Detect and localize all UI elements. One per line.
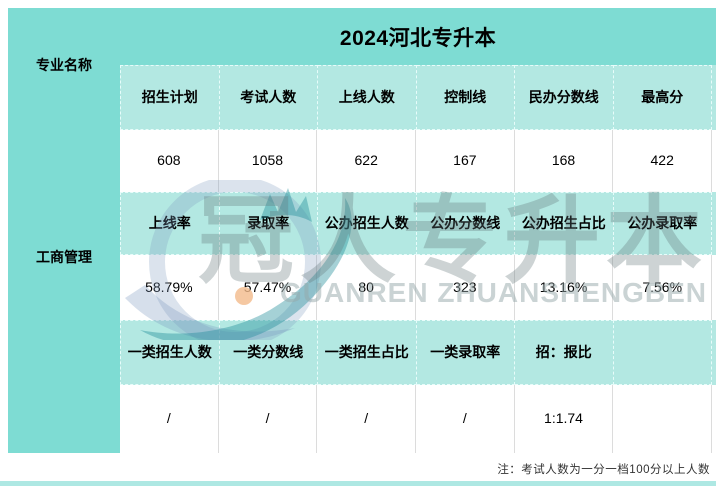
table-cell: 608: [120, 130, 219, 192]
value-row-3: / / / / 1:1.74: [120, 385, 716, 453]
column-header: 公办录取率: [613, 192, 712, 255]
header-row-3: 一类招生人数 一类分数线 一类招生占比 一类录取率 招：报比: [120, 320, 716, 385]
column-header: [613, 320, 712, 385]
table-cell: /: [219, 385, 318, 453]
column-header: 录取率: [219, 192, 318, 255]
major-name-header: 专业名称: [36, 57, 92, 73]
table-cell: 80: [317, 255, 417, 320]
table-cell: [613, 385, 713, 453]
column-header: 一类分数线: [219, 320, 318, 385]
table-title: 2024河北专升本: [120, 8, 716, 65]
major-stats-table: 专业名称 工商管理 2024河北专升本 招生计划 考试人数 上线人数 控制线 民…: [8, 8, 716, 453]
column-header: 控制线: [416, 65, 515, 130]
column-header: 上线人数: [318, 65, 417, 130]
table-cell: 1058: [219, 130, 318, 192]
table-cell: 167: [416, 130, 515, 192]
major-name-value: 工商管理: [36, 249, 92, 265]
table-cell: 13.16%: [515, 255, 614, 320]
column-header: 招生计划: [120, 65, 220, 130]
table-data-area: 2024河北专升本 招生计划 考试人数 上线人数 控制线 民办分数线 最高分 6…: [120, 8, 716, 453]
column-header: 考试人数: [219, 65, 318, 130]
table-cell: 58.79%: [120, 255, 219, 320]
table-cell: 422: [613, 130, 713, 192]
column-header: 一类招生占比: [318, 320, 417, 385]
column-header: 公办分数线: [416, 192, 515, 255]
bottom-accent-strip: [0, 481, 716, 486]
major-name-column: 专业名称 工商管理: [8, 8, 120, 453]
table-cell: 622: [317, 130, 417, 192]
header-row-2: 上线率 录取率 公办招生人数 公办分数线 公办招生占比 公办录取率: [120, 192, 716, 255]
header-row-1: 招生计划 考试人数 上线人数 控制线 民办分数线 最高分: [120, 65, 716, 130]
column-header: 民办分数线: [515, 65, 614, 130]
column-header: 一类招生人数: [120, 320, 220, 385]
table-cell: 1:1.74: [515, 385, 614, 453]
table-cell: /: [416, 385, 515, 453]
footnote: 注：考试人数为一分一档100分以上人数: [497, 464, 710, 476]
table-cell: 168: [515, 130, 614, 192]
value-row-1: 608 1058 622 167 168 422: [120, 130, 716, 192]
table-cell: 7.56%: [613, 255, 713, 320]
column-header: 上线率: [120, 192, 220, 255]
column-header: 最高分: [613, 65, 712, 130]
table-cell: 323: [416, 255, 515, 320]
value-row-2: 58.79% 57.47% 80 323 13.16% 7.56%: [120, 255, 716, 320]
column-header: 一类录取率: [416, 320, 515, 385]
table-cell: 57.47%: [219, 255, 318, 320]
column-header: 招：报比: [515, 320, 614, 385]
table-cell: /: [120, 385, 219, 453]
column-header: 公办招生占比: [515, 192, 614, 255]
column-header: 公办招生人数: [318, 192, 417, 255]
table-cell: /: [317, 385, 417, 453]
